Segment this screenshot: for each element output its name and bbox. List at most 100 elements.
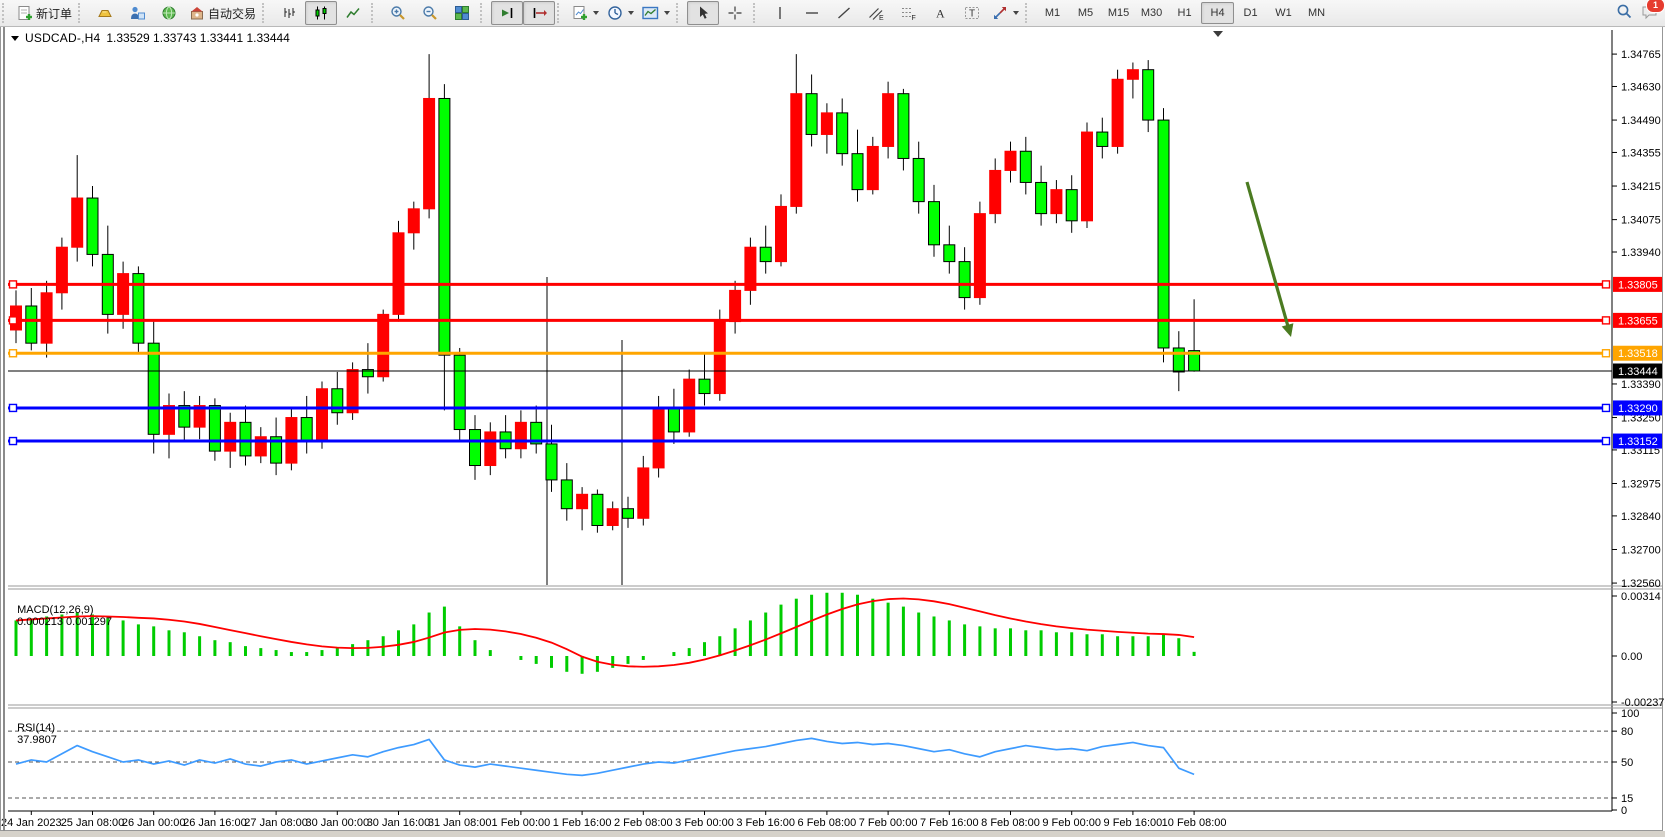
zoom-in-button[interactable] (382, 1, 414, 25)
textlabel-tool-button[interactable]: T (956, 1, 988, 25)
svg-text:31 Jan 08:00: 31 Jan 08:00 (428, 817, 492, 829)
svg-text:1.33152: 1.33152 (1618, 436, 1658, 448)
svg-text:A: A (936, 7, 945, 21)
new-chart-button[interactable] (568, 1, 603, 25)
svg-text:2 Feb 08:00: 2 Feb 08:00 (614, 817, 673, 829)
timeframe-H1[interactable]: H1 (1177, 7, 1192, 19)
chevron-down-icon (593, 11, 600, 15)
svg-text:0.00: 0.00 (1621, 651, 1642, 663)
svg-text:15: 15 (1621, 793, 1633, 805)
price-axis: 1.34765 1.34630 1.34490 1.34355 1.34215 1.340… (1612, 49, 1661, 590)
svg-text:8 Feb 08:00: 8 Feb 08:00 (981, 817, 1040, 829)
tile-windows-button[interactable] (446, 1, 478, 25)
svg-text:25 Jan 08:00: 25 Jan 08:00 (61, 817, 125, 829)
svg-text:1.32560: 1.32560 (1621, 578, 1661, 590)
chart-shift-button[interactable] (523, 1, 556, 25)
svg-text:1.34490: 1.34490 (1621, 115, 1661, 127)
svg-text:7 Feb 00:00: 7 Feb 00:00 (859, 817, 918, 829)
chart-shift-marker[interactable] (1213, 31, 1223, 37)
periods-button[interactable] (603, 1, 638, 25)
svg-text:27 Jan 08:00: 27 Jan 08:00 (244, 817, 308, 829)
chevron-down-icon (1013, 11, 1020, 15)
timeframe-H4[interactable]: H4 (1201, 2, 1235, 24)
fibonacci-tool-icon: F (900, 5, 917, 21)
timeframe-M5[interactable]: M5 (1077, 7, 1094, 19)
svg-text:30 Jan 16:00: 30 Jan 16:00 (367, 817, 431, 829)
toolbar-drag-handle[interactable] (78, 3, 87, 23)
data-window-button[interactable] (121, 1, 153, 25)
toolbar-drag-handle[interactable] (2, 3, 11, 23)
candle-chart-button[interactable] (305, 1, 338, 25)
market-watch-button[interactable] (89, 1, 121, 25)
text-tool-icon: A (933, 5, 947, 21)
zoom-out-button[interactable] (414, 1, 446, 25)
svg-text:T: T (969, 9, 975, 20)
hline-tool-button[interactable] (796, 1, 828, 25)
svg-text:26 Jan 00:00: 26 Jan 00:00 (122, 817, 186, 829)
market-depth-button[interactable] (153, 1, 185, 25)
template-button[interactable] (638, 1, 674, 25)
cursor-tool-button[interactable] (687, 1, 720, 25)
person-icon (129, 5, 146, 21)
svg-text:0.00314: 0.00314 (1621, 591, 1661, 603)
vline-tool-button[interactable] (764, 1, 796, 25)
svg-text:1 Feb 00:00: 1 Feb 00:00 (492, 817, 551, 829)
arrow-annotation[interactable] (1245, 181, 1291, 330)
template-icon (642, 5, 659, 21)
bar-chart-button[interactable] (273, 1, 305, 25)
symbol-dropdown-icon[interactable] (11, 35, 19, 41)
text-tool-button[interactable]: A (924, 1, 956, 25)
arrows-tool-icon (992, 5, 1008, 21)
svg-text:9 Feb 16:00: 9 Feb 16:00 (1104, 817, 1163, 829)
svg-text:E: E (879, 15, 884, 21)
channel-tool-button[interactable]: E (860, 1, 892, 25)
crosshair-tool-button[interactable] (719, 1, 751, 25)
chart-window (0, 26, 1663, 831)
svg-text:1.33444: 1.33444 (1618, 366, 1658, 378)
timeframe-W1[interactable]: W1 (1275, 7, 1292, 19)
autotrade-button[interactable]: 自动交易 (185, 1, 260, 25)
toolbar-drag-handle[interactable] (557, 3, 566, 23)
toolbar-drag-handle[interactable] (371, 3, 380, 23)
timeframe-M1[interactable]: M1 (1044, 7, 1061, 19)
chevron-down-icon (628, 11, 635, 15)
rsi-name: RSI(14) (17, 722, 56, 734)
new-order-label: 新订单 (36, 6, 73, 21)
timeframe-M30[interactable]: M30 (1140, 7, 1163, 19)
auto-scroll-button[interactable] (491, 1, 524, 25)
toolbar-drag-handle[interactable] (1025, 3, 1034, 23)
arrow-head (1281, 323, 1294, 337)
toolbar-drag-handle[interactable] (480, 3, 489, 23)
macd-indicator-label: MACD(12,26,9) 0.000213 0.001297 (11, 592, 112, 628)
svg-text:3 Feb 00:00: 3 Feb 00:00 (675, 817, 734, 829)
fibonacci-tool-button[interactable]: F (892, 1, 924, 25)
status-strip (0, 831, 1665, 837)
timeframe-M15[interactable]: M15 (1107, 7, 1130, 19)
macd-signal-line (15, 597, 1195, 668)
chart-symbol-period: USDCAD-,H4 (25, 31, 101, 45)
svg-text:1.34355: 1.34355 (1621, 147, 1661, 159)
svg-text:7 Feb 16:00: 7 Feb 16:00 (920, 817, 979, 829)
svg-text:1.32700: 1.32700 (1621, 544, 1661, 556)
toolbar-drag-handle[interactable] (676, 3, 685, 23)
toolbar-drag-handle[interactable] (262, 3, 271, 23)
tile-windows-icon (454, 5, 470, 21)
toolbar-drag-handle[interactable] (753, 3, 762, 23)
svg-text:1.34075: 1.34075 (1621, 215, 1661, 227)
crosshair-icon (727, 5, 743, 21)
chat-button[interactable]: 1 (1641, 0, 1665, 23)
timeframe-D1[interactable]: D1 (1243, 7, 1258, 19)
new-order-button[interactable]: 新订单 (13, 1, 76, 25)
vline-tool-icon (773, 5, 787, 21)
timeframe-MN[interactable]: MN (1307, 7, 1326, 19)
window-left-border (3, 26, 5, 831)
hline-tool-icon (804, 5, 820, 21)
bar-chart-icon (281, 5, 297, 21)
trendline-tool-button[interactable] (828, 1, 860, 25)
line-chart-button[interactable] (337, 1, 369, 25)
svg-text:1.34630: 1.34630 (1621, 81, 1661, 93)
arrows-tool-button[interactable] (988, 1, 1023, 25)
search-icon[interactable] (1616, 3, 1633, 23)
